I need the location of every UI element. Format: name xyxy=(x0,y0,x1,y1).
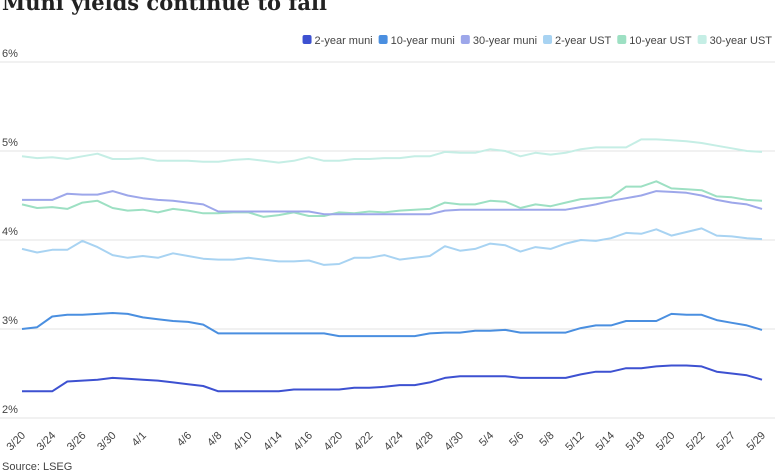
x-tick-label: 5/27 xyxy=(714,430,738,454)
chart-title: Muni yields continue to fall xyxy=(2,0,327,15)
x-tick-label: 4/14 xyxy=(261,430,285,454)
x-tick-label: 3/20 xyxy=(4,430,28,454)
series-line xyxy=(22,190,763,216)
x-tick-label: 5/4 xyxy=(477,430,496,449)
x-tick-label: 5/8 xyxy=(537,430,556,449)
x-tick-label: 5/12 xyxy=(563,430,587,454)
series-line xyxy=(21,227,763,266)
y-tick-label: 4% xyxy=(2,226,18,238)
x-tick-label: 5/6 xyxy=(507,430,526,449)
x-tick-label: 3/26 xyxy=(65,430,89,454)
x-tick-label: 4/8 xyxy=(205,430,224,449)
x-tick-label: 4/16 xyxy=(291,430,315,454)
x-tick-label: 5/14 xyxy=(593,430,617,454)
legend-label: 30-year muni xyxy=(473,35,537,47)
legend-swatch xyxy=(617,35,627,44)
x-tick-label: 3/30 xyxy=(95,430,119,454)
legend-label: 2-year UST xyxy=(555,35,612,47)
legend-label: 10-year UST xyxy=(629,35,692,47)
x-tick-label: 4/24 xyxy=(382,430,406,454)
x-tick-label: 4/30 xyxy=(442,430,466,454)
x-tick-label: 5/20 xyxy=(654,430,678,454)
legend-swatch xyxy=(378,35,388,44)
legend-label: 30-year UST xyxy=(710,35,773,47)
source: Source: LSEG xyxy=(2,461,72,470)
x-tick-label: 4/22 xyxy=(352,430,376,454)
x-tick-label: 5/29 xyxy=(744,430,768,454)
legend-swatch xyxy=(543,35,553,44)
x-tick-label: 3/24 xyxy=(35,430,59,454)
series-line xyxy=(21,180,763,218)
x-tick-label: 4/1 xyxy=(130,430,149,449)
x-tick-label: 4/28 xyxy=(412,430,436,454)
x-tick-label: 5/18 xyxy=(624,430,648,454)
y-tick-label: 3% xyxy=(2,315,18,327)
series-line xyxy=(21,312,763,338)
y-tick-label: 5% xyxy=(2,137,18,149)
legend-swatch xyxy=(697,35,707,44)
x-tick-label: 4/10 xyxy=(231,430,255,454)
y-tick-label: 6% xyxy=(2,48,18,60)
series-line xyxy=(22,364,763,393)
legend-swatch xyxy=(302,35,312,44)
x-tick-label: 4/6 xyxy=(175,430,194,449)
legend-label: 10-year muni xyxy=(391,35,455,47)
x-tick-label: 4/20 xyxy=(322,430,346,454)
legend-label: 2-year muni xyxy=(315,35,373,47)
series-line xyxy=(21,138,763,164)
y-tick-label: 2% xyxy=(2,404,18,416)
x-tick-label: 5/22 xyxy=(684,430,708,454)
legend-swatch xyxy=(460,35,470,44)
